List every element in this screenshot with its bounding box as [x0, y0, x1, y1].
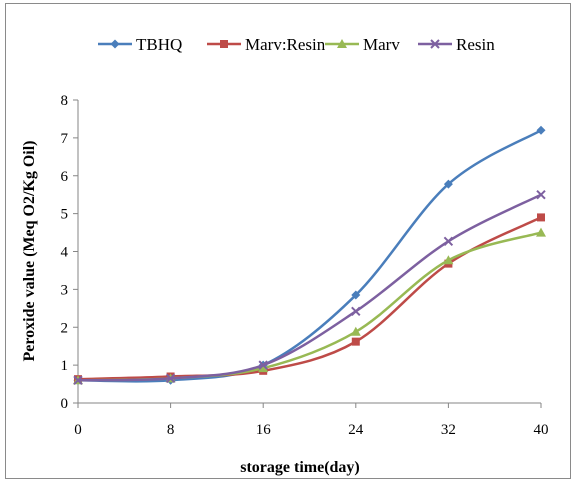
legend-item-marv: Marv — [325, 35, 400, 54]
legend-marker — [430, 39, 440, 49]
y-axis: 0 1 2 3 4 5 6 7 8 — [61, 93, 79, 412]
x-axis-title: storage time(day) — [240, 459, 360, 476]
x-tick-label: 16 — [256, 422, 272, 438]
data-point-tbhq — [443, 179, 453, 189]
legend-marker — [220, 40, 228, 48]
x-tick-label: 40 — [534, 422, 549, 438]
series-marv-resin — [74, 213, 545, 384]
y-tick-label: 8 — [61, 93, 69, 109]
x-axis: 0 8 16 24 32 40 — [74, 402, 549, 438]
data-point-marv — [443, 255, 454, 265]
data-point-resin — [351, 306, 361, 317]
y-tick-label: 2 — [61, 320, 69, 336]
y-tick-label: 5 — [61, 207, 69, 223]
data-point-marv — [258, 363, 269, 373]
y-tick-label: 3 — [61, 282, 69, 298]
data-point-marv — [350, 326, 361, 336]
legend-item-marv-resin: Marv:Resin — [207, 35, 326, 54]
data-point-resin — [443, 236, 454, 246]
y-tick-label: 0 — [61, 396, 69, 412]
y-tick-label: 4 — [61, 245, 69, 261]
data-point-resin — [73, 375, 83, 385]
legend-item-tbhq: TBHQ — [98, 35, 182, 54]
series-line-marv — [77, 231, 542, 382]
series-resin — [73, 189, 546, 385]
series-line-resin — [77, 193, 542, 382]
y-tick-label: 7 — [61, 131, 69, 147]
data-point-marv-resin — [537, 213, 545, 222]
legend-label: Marv — [363, 35, 400, 54]
series-layer — [73, 125, 546, 385]
data-point-marv-resin — [351, 337, 360, 346]
legend-label: TBHQ — [136, 35, 182, 54]
series-line-tbhq — [77, 129, 542, 383]
legend-marker — [110, 39, 120, 49]
y-tick-label: 6 — [61, 169, 69, 185]
x-tick-label: 32 — [441, 422, 456, 438]
legend-label: Marv:Resin — [245, 35, 326, 54]
data-point-tbhq — [536, 125, 546, 135]
series-line-marv-resin — [77, 216, 542, 381]
data-point-resin — [536, 189, 546, 200]
data-point-tbhq — [351, 290, 361, 300]
data-point-resin — [258, 360, 268, 370]
chart-frame — [5, 3, 571, 479]
legend-item-resin: Resin — [418, 35, 495, 54]
data-point-marv — [536, 227, 546, 237]
legend-marker — [337, 39, 347, 48]
x-tick-label: 8 — [167, 422, 175, 438]
y-axis-title: Peroxide value (Meq O2/Kg Oil) — [21, 140, 38, 361]
legend-label: Resin — [456, 35, 495, 54]
data-point-resin — [165, 373, 176, 384]
x-tick-label: 24 — [348, 422, 364, 438]
series-tbhq — [73, 125, 546, 385]
legend: TBHQ Marv:Resin Marv Resin — [98, 35, 495, 54]
x-tick-label: 0 — [74, 422, 82, 438]
y-tick-label: 1 — [61, 358, 69, 374]
